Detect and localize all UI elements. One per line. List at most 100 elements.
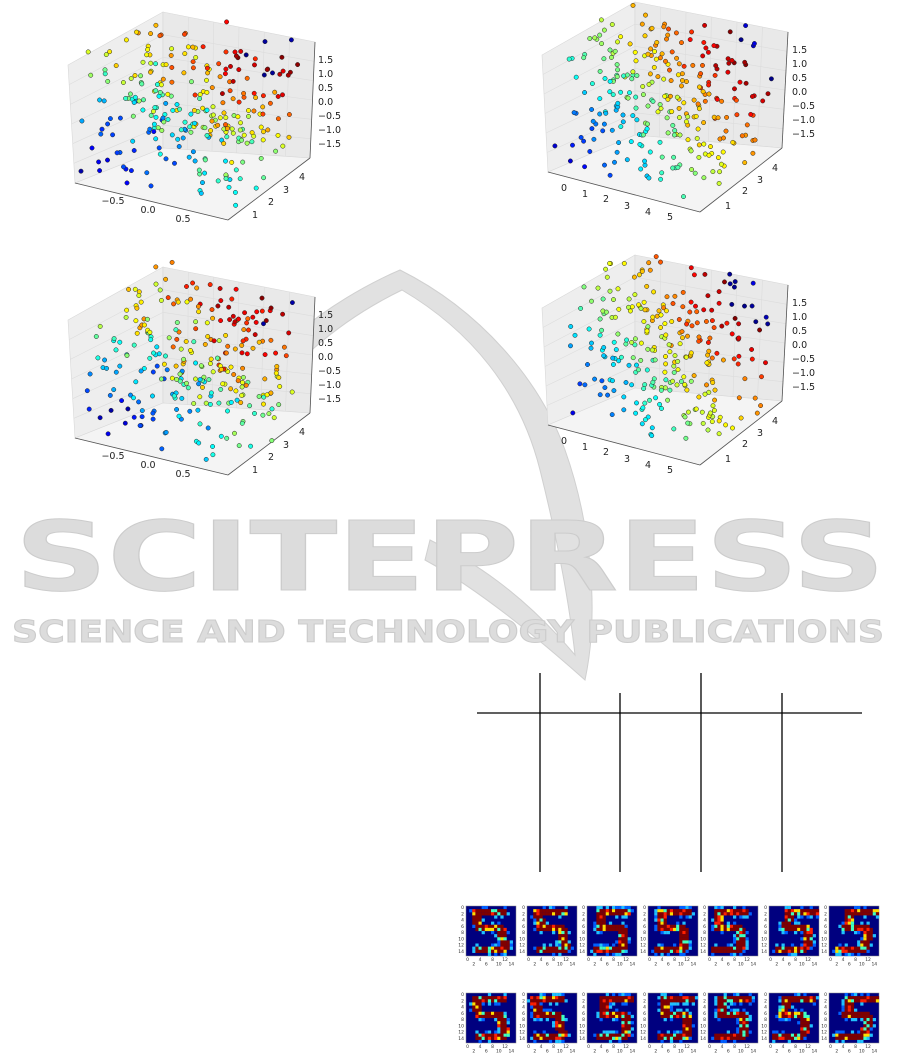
heatmap-cell bbox=[794, 1008, 798, 1012]
scatter-point bbox=[210, 369, 216, 375]
scatter-point bbox=[190, 65, 196, 71]
heatmap-cell bbox=[847, 946, 851, 950]
digit-y-tick: 10 bbox=[821, 1023, 827, 1029]
scatter-point bbox=[165, 117, 171, 122]
digit-x-tick: 10 bbox=[617, 1049, 623, 1055]
heatmap-cell bbox=[558, 937, 562, 941]
heatmap-cell bbox=[472, 1008, 476, 1012]
digit-x-tick: 0 bbox=[527, 1044, 530, 1050]
heatmap-cell bbox=[682, 1033, 686, 1037]
y-tick-label: 2 bbox=[268, 452, 274, 463]
heatmap-cell bbox=[714, 949, 718, 953]
heatmap-cell bbox=[481, 927, 485, 932]
digit-y-tick: 4 bbox=[582, 918, 585, 924]
heatmap-cell bbox=[472, 946, 476, 950]
scatter-point bbox=[696, 338, 702, 344]
heatmap-cell bbox=[778, 1005, 782, 1009]
scatter-point bbox=[696, 142, 702, 148]
scatter-point bbox=[173, 363, 179, 369]
scatter-point bbox=[196, 309, 202, 315]
grid-line bbox=[542, 23, 636, 75]
heatmap-cell bbox=[797, 915, 801, 919]
heatmap-cell bbox=[494, 909, 498, 913]
scatter-point bbox=[607, 78, 613, 84]
y-tick-label: 3 bbox=[283, 440, 289, 451]
heatmap-cell bbox=[850, 949, 855, 953]
scatter-point bbox=[85, 49, 91, 55]
heatmap-cell bbox=[608, 924, 613, 928]
heatmap-cell bbox=[478, 996, 482, 1000]
scatter-point bbox=[147, 126, 153, 132]
scatter-point bbox=[624, 157, 630, 163]
heatmap-cell bbox=[475, 996, 479, 1000]
heatmap-cell bbox=[487, 996, 492, 1000]
scatter-point bbox=[192, 120, 198, 126]
digit-x-tick: 10 bbox=[799, 1049, 805, 1055]
scatter-point bbox=[139, 81, 145, 87]
scatter-point bbox=[640, 132, 646, 138]
scatter-point bbox=[232, 189, 238, 195]
heatmap-cell bbox=[745, 996, 749, 1000]
scatter-point bbox=[241, 90, 247, 96]
heatmap-cell bbox=[679, 906, 683, 910]
heatmap-cell bbox=[494, 1014, 498, 1019]
heatmap-cell bbox=[841, 1036, 845, 1040]
heatmap-cell bbox=[860, 1002, 864, 1006]
heatmap-cell bbox=[487, 912, 492, 916]
heatmap-cell bbox=[478, 909, 482, 913]
heatmap-cell bbox=[797, 924, 801, 928]
heatmap-cell bbox=[691, 1024, 695, 1028]
heatmap-cell bbox=[612, 943, 616, 947]
heatmap-cell bbox=[497, 946, 501, 950]
heatmap-cell bbox=[860, 996, 864, 1000]
digit-y-tick: 6 bbox=[582, 924, 585, 930]
scatter-point bbox=[663, 58, 668, 64]
scatter-point bbox=[273, 148, 279, 154]
scatter-point bbox=[215, 178, 221, 184]
scatter-point bbox=[694, 309, 700, 315]
scatter-point bbox=[636, 302, 642, 308]
heatmap-cell bbox=[561, 1018, 565, 1022]
heatmap-cell bbox=[545, 912, 549, 916]
heatmap-cell bbox=[494, 1036, 498, 1040]
heatmap-cell bbox=[503, 937, 507, 941]
heatmap-cell bbox=[778, 1036, 782, 1040]
heatmap-cell bbox=[723, 1033, 727, 1037]
heatmap-cell bbox=[733, 949, 737, 953]
digit-y-tick: 6 bbox=[764, 924, 767, 930]
heatmap-cell bbox=[857, 1036, 861, 1040]
heatmap-cell bbox=[506, 1027, 510, 1031]
heatmap-cell bbox=[608, 1033, 613, 1037]
scatter-point bbox=[225, 343, 231, 349]
heatmap-cell bbox=[487, 927, 492, 932]
scatter-point bbox=[150, 393, 155, 399]
heatmap-cell bbox=[863, 934, 867, 938]
scatter-point bbox=[185, 44, 191, 50]
scatter-point bbox=[169, 375, 175, 381]
scatter-point bbox=[97, 97, 103, 103]
heatmap-cell bbox=[869, 934, 873, 938]
scatter-point bbox=[124, 307, 130, 313]
heatmap-cell bbox=[682, 1014, 686, 1019]
heatmap-cell bbox=[794, 912, 798, 916]
scatter-point bbox=[701, 307, 707, 313]
scatter-point bbox=[153, 281, 159, 287]
scatter-point bbox=[251, 108, 257, 114]
heatmap-cell bbox=[676, 1036, 680, 1040]
heatmap-cell bbox=[794, 993, 798, 997]
heatmap-cell bbox=[860, 943, 864, 947]
scatter-point bbox=[730, 139, 736, 145]
heatmap-cell bbox=[866, 1027, 870, 1031]
scatter-point bbox=[132, 286, 138, 292]
heatmap-cell bbox=[809, 909, 813, 913]
heatmap-cell bbox=[685, 996, 689, 1000]
scatter-point bbox=[249, 139, 255, 145]
digit-x-tick: 6 bbox=[788, 1049, 791, 1055]
heatmap-cell bbox=[657, 921, 661, 925]
scatter-point bbox=[612, 159, 617, 165]
digit-x-tick: 10 bbox=[617, 962, 623, 968]
digit-x-tick: 14 bbox=[508, 1049, 514, 1055]
scatter-point bbox=[264, 392, 270, 398]
